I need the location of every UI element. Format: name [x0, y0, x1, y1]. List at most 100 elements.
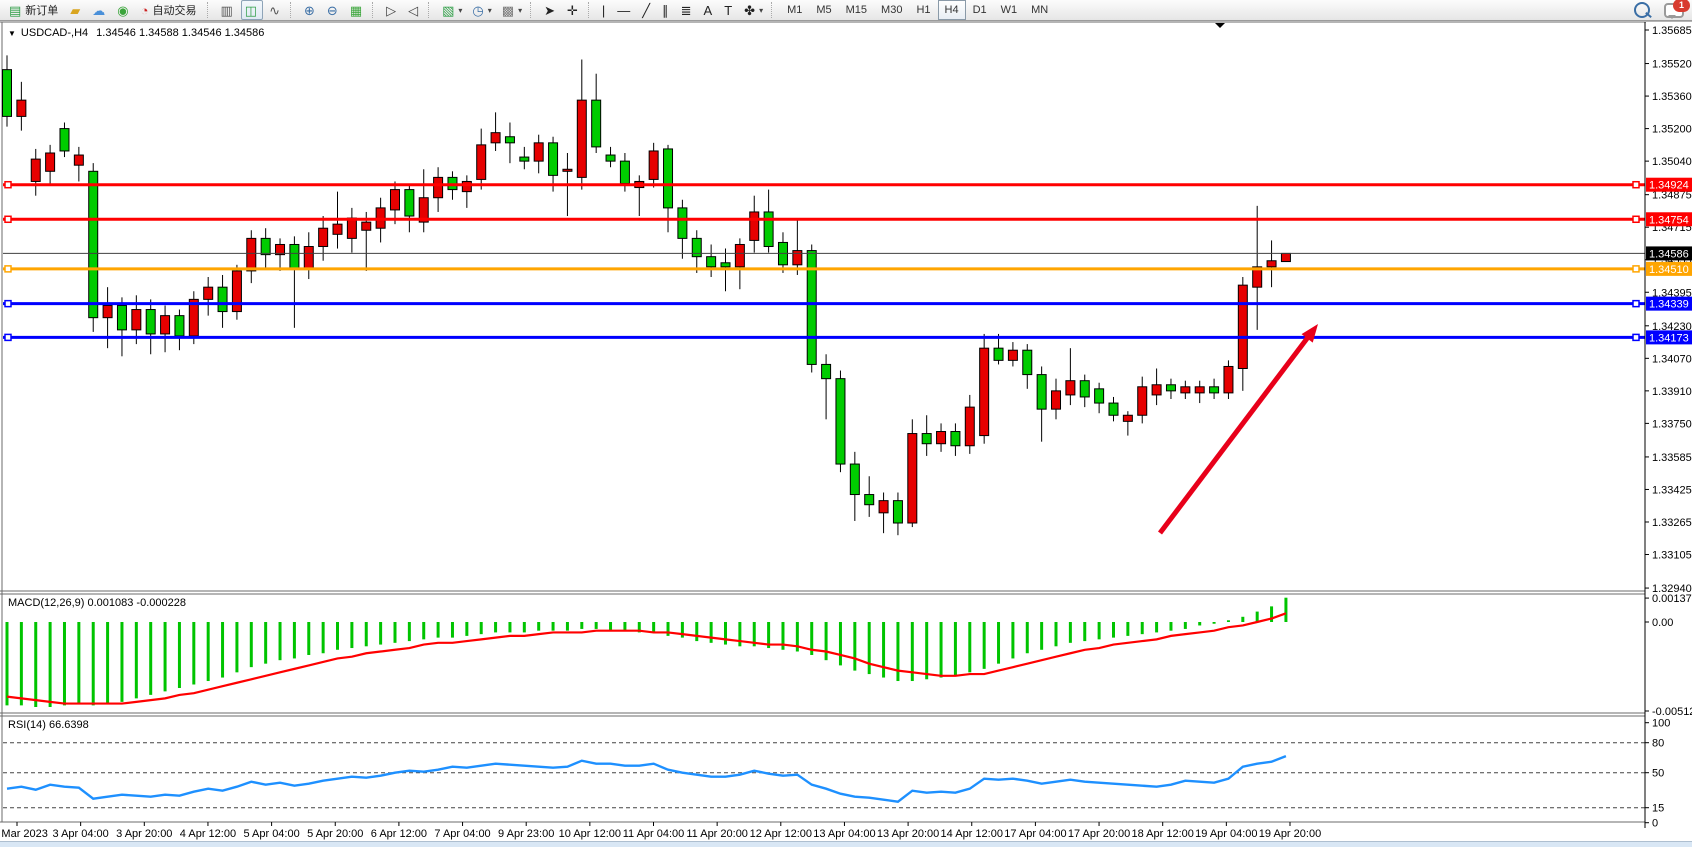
- note-icon[interactable]: ▰: [66, 0, 86, 20]
- hline-handle[interactable]: [4, 180, 12, 189]
- candle-down: [677, 207, 688, 239]
- rsi-label: RSI(14) 66.6398: [8, 719, 89, 731]
- timeframe-m1[interactable]: M1: [787, 4, 803, 16]
- channel-button[interactable]: ∥: [658, 0, 675, 20]
- price-tick: 1.33585: [1652, 452, 1692, 464]
- chart-shift-marker[interactable]: [1215, 23, 1225, 28]
- hline-handle[interactable]: [1632, 299, 1640, 308]
- candles-chart-button[interactable]: ◫: [240, 0, 264, 20]
- hline-handle[interactable]: [4, 333, 12, 342]
- price-tick: 1.33265: [1652, 517, 1692, 529]
- timeframe-m15[interactable]: M15: [845, 4, 868, 16]
- zoom-in-button[interactable]: ⊕: [300, 0, 321, 20]
- candle-down: [619, 160, 630, 184]
- chat-icon[interactable]: 1: [1664, 0, 1690, 19]
- timeframe-mn[interactable]: MN: [1031, 4, 1049, 16]
- macd-axis-label: -0.005127: [1652, 706, 1692, 718]
- candle-up: [1122, 414, 1133, 422]
- candle-up: [1237, 284, 1248, 369]
- rsi-axis-label: 0: [1652, 818, 1658, 830]
- template-button[interactable]: ▩ ▾: [498, 0, 526, 20]
- candle-down: [591, 99, 602, 148]
- navigator-icon: ◁: [408, 2, 419, 18]
- candle-down: [663, 148, 674, 209]
- notification-badge: 1: [1673, 0, 1690, 12]
- candle-down: [217, 286, 228, 313]
- rsi-axis-label: 50: [1652, 768, 1664, 780]
- hline-handle[interactable]: [1632, 180, 1640, 189]
- candle-down: [59, 128, 70, 152]
- cursor-button[interactable]: ➤: [540, 0, 561, 20]
- candle-down: [1094, 388, 1105, 404]
- chevron-down-icon[interactable]: ▼: [8, 28, 16, 38]
- time-tick: 11 Apr 20:00: [686, 828, 748, 840]
- text-label-button[interactable]: T: [720, 0, 738, 20]
- candle-down: [1079, 380, 1090, 398]
- fibonacci-button[interactable]: ≣: [677, 0, 698, 20]
- signal-icon[interactable]: ◉: [113, 0, 134, 20]
- chart-canvas[interactable]: 1.35685 1.35520 1.35360 1.35200 1.35040 1.348…: [0, 21, 1692, 847]
- timeframe-h4[interactable]: H4: [937, 0, 966, 20]
- autotrade-button[interactable]: ◔ 自动交易: [137, 0, 203, 20]
- toolbar-separator: [372, 2, 378, 18]
- crosshair-button[interactable]: ✛: [563, 0, 584, 20]
- trendline-button[interactable]: ╱: [638, 0, 656, 20]
- trendline-icon: ╱: [642, 2, 651, 18]
- price-tick: 1.35040: [1652, 156, 1692, 168]
- timeframe-h1[interactable]: H1: [916, 4, 931, 16]
- price-badge-text: 1.34924: [1649, 180, 1689, 192]
- trend-arrow[interactable]: [1158, 324, 1318, 535]
- timeframe-m30[interactable]: M30: [881, 4, 903, 16]
- vertical-line-button[interactable]: |: [598, 0, 611, 20]
- toolbar-separator: [428, 2, 434, 18]
- data-window-button[interactable]: ▷: [382, 0, 402, 20]
- time-axis[interactable]: 31 Mar 2023 3 Apr 04:00 3 Apr 20:00 4 Apr 1…: [0, 822, 1321, 840]
- text-button[interactable]: A: [700, 0, 719, 20]
- candle-down: [720, 262, 731, 268]
- publish-icon[interactable]: ☁: [88, 0, 111, 20]
- timeframe-d1[interactable]: D1: [972, 4, 987, 16]
- time-tick: 19 Apr 20:00: [1259, 828, 1321, 840]
- candle-up: [533, 142, 544, 162]
- time-tick: 13 Apr 20:00: [877, 828, 939, 840]
- toolbar-right: 1: [1634, 0, 1692, 19]
- hline-handle[interactable]: [4, 299, 12, 308]
- candle-up: [160, 315, 171, 335]
- candle-down: [1209, 386, 1220, 394]
- arrows-button[interactable]: ✤ ▾: [740, 0, 767, 20]
- horizontal-lines-layer: [3, 180, 1645, 342]
- data-window-icon: ▷: [386, 2, 397, 18]
- timeframe-m5[interactable]: M5: [816, 4, 832, 16]
- price-axis[interactable]: 1.35685 1.35520 1.35360 1.35200 1.35040 1.348…: [1644, 22, 1692, 830]
- period-button[interactable]: ◷ ▾: [468, 0, 495, 20]
- price-badge-text: 1.34754: [1649, 214, 1689, 226]
- vertical-line-icon: |: [601, 2, 606, 18]
- search-icon[interactable]: [1634, 2, 1650, 18]
- bars-chart-button[interactable]: ▥: [217, 0, 239, 20]
- candle-down: [260, 237, 271, 256]
- hline-handle[interactable]: [1632, 265, 1640, 273]
- candle-down: [116, 304, 127, 331]
- hline-handle[interactable]: [1632, 215, 1640, 224]
- candle-down: [821, 363, 832, 380]
- timeframe-w1[interactable]: W1: [1000, 4, 1018, 16]
- line-chart-button[interactable]: ∿: [265, 0, 286, 20]
- candle-down: [1108, 402, 1119, 416]
- new-order-button[interactable]: ▤ 新订单: [5, 0, 64, 20]
- navigator-button[interactable]: ◁: [404, 0, 424, 20]
- hline-handle[interactable]: [1632, 333, 1640, 342]
- candle-down: [993, 347, 1004, 361]
- candle-up: [389, 189, 400, 211]
- toolbar-buttons: ▤ 新订单 ▰ ☁ ◉ ◔ 自动交易 ▥ ◫ ∿ ⊕ ⊖ ▦ ▷ ◁ ▧ ▾ ◷ ▾ ▩ ▾ ➤ ✛ | — ╱ ∥ ≣ A T ✤ ▾: [0, 0, 780, 20]
- tile-windows-button[interactable]: ▦: [346, 0, 368, 20]
- tile-windows-icon: ▦: [349, 2, 363, 18]
- new-chart-button[interactable]: ▧ ▾: [438, 0, 466, 20]
- candle-down: [691, 237, 702, 258]
- hline-handle[interactable]: [4, 215, 12, 224]
- price-badge: [1646, 330, 1692, 345]
- dropdown-caret-icon: ▾: [518, 5, 523, 15]
- horizontal-line-button[interactable]: —: [613, 0, 636, 20]
- zoom-out-button[interactable]: ⊖: [323, 0, 344, 20]
- hline-handle[interactable]: [4, 265, 12, 273]
